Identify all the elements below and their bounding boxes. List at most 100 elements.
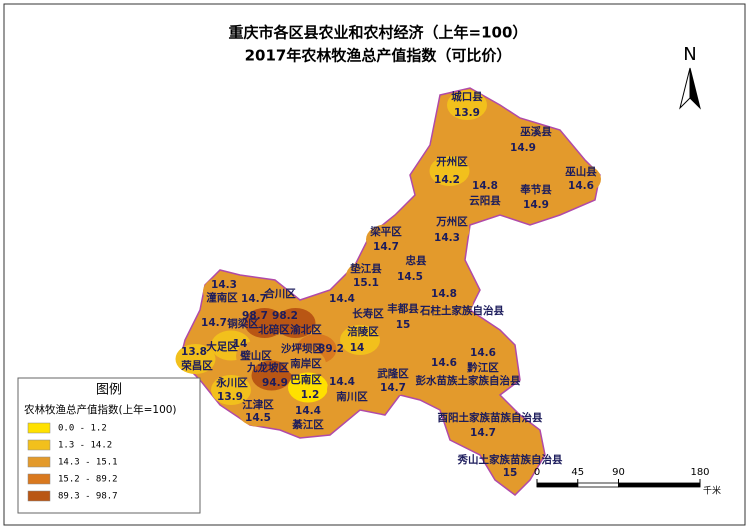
district-name: 云阳县 xyxy=(469,195,501,207)
legend-label: 14.3 - 15.1 xyxy=(58,458,118,468)
district-name: 丰都县 xyxy=(387,302,419,315)
district-value: 15 xyxy=(503,467,518,479)
district-name: 永川区 xyxy=(215,376,248,389)
district-area xyxy=(275,308,316,338)
district-value: 14.4 xyxy=(329,293,355,305)
district-value: 14.8 xyxy=(472,180,498,192)
district-area xyxy=(288,403,328,433)
scale-segment xyxy=(577,482,619,488)
district-name: 璧山区 xyxy=(240,349,272,362)
arrow-right xyxy=(689,67,701,110)
district-name: 江津区 xyxy=(242,398,274,411)
district-area xyxy=(175,344,216,374)
legend-label: 89.3 - 98.7 xyxy=(58,492,118,502)
district-area xyxy=(373,366,413,396)
district-value: 15.1 xyxy=(353,277,379,289)
district-value: 98.7 xyxy=(242,310,268,322)
district-value: 14 xyxy=(350,342,365,354)
district-area xyxy=(211,375,251,405)
scale-bar: 0 45 90 180 千米 xyxy=(534,467,721,497)
legend-swatch xyxy=(27,422,51,434)
district-area xyxy=(383,302,423,332)
district-value: 14.7 xyxy=(241,293,267,305)
district-value: 98.2 xyxy=(272,310,298,322)
district-value: 14.5 xyxy=(397,271,423,283)
district-value: 13.8 xyxy=(181,346,207,358)
district-value: 14.9 xyxy=(523,199,549,211)
district-value: 14.7 xyxy=(380,382,406,394)
north-arrow: N xyxy=(679,44,701,110)
district-name: 荣昌区 xyxy=(180,359,213,372)
district-value: 14.9 xyxy=(510,142,536,154)
district-name: 垫江县 xyxy=(350,262,382,275)
scale-segment xyxy=(618,482,701,488)
district-name: 黔江区 xyxy=(467,361,499,374)
district-name: 长寿区 xyxy=(352,307,384,320)
district-name: 北碚区 xyxy=(258,323,290,336)
district-name: 大足区 xyxy=(206,340,238,353)
district-area xyxy=(463,345,503,376)
district-area xyxy=(490,451,530,482)
district-area xyxy=(203,276,243,307)
district-area xyxy=(465,178,505,209)
scale-label: 0 xyxy=(534,467,540,478)
legend-label: 1.3 - 14.2 xyxy=(58,441,112,451)
district-area xyxy=(393,254,433,284)
district-value: 89.2 xyxy=(318,343,344,355)
district-area xyxy=(429,215,470,245)
district-value: 14.6 xyxy=(470,347,496,359)
legend-subtitle: 农林牧渔总产值指数(上年=100) xyxy=(24,403,177,416)
district-area xyxy=(447,90,487,120)
district-value: 14.6 xyxy=(431,357,457,369)
district-name: 巫山县 xyxy=(565,165,597,178)
district-area xyxy=(429,156,470,186)
district-area xyxy=(286,349,326,379)
district-value: 14.4 xyxy=(329,376,355,388)
district-area xyxy=(433,287,473,318)
district-name: 綦江区 xyxy=(291,418,324,431)
district-value: 1.2 xyxy=(301,389,320,401)
scale-segment xyxy=(536,482,579,488)
district-area xyxy=(208,308,249,339)
district-value: 14.7 xyxy=(201,317,227,329)
district-value: 14.4 xyxy=(295,405,321,417)
district-value: 14.7 xyxy=(373,241,399,253)
legend-label: 15.2 - 89.2 xyxy=(58,475,118,485)
map-subtitle: 2017年农林牧渔总产值指数（可比价） xyxy=(245,47,512,65)
district-area xyxy=(238,396,278,427)
district-name: 南岸区 xyxy=(290,357,322,370)
district-area xyxy=(247,281,287,312)
district-name: 彭水苗族土家族自治县 xyxy=(416,374,521,387)
legend-label: 0.0 - 1.2 xyxy=(58,424,107,434)
district-area xyxy=(327,374,367,405)
district-name: 合川区 xyxy=(263,287,296,300)
district-area xyxy=(346,261,386,291)
district-area xyxy=(288,372,328,403)
district-value: 14.3 xyxy=(211,279,237,291)
district-value: 14.7 xyxy=(470,427,496,439)
district-area xyxy=(516,182,556,213)
district-area xyxy=(561,164,601,194)
district-area xyxy=(509,125,550,155)
legend-swatch xyxy=(27,473,51,485)
north-label: N xyxy=(683,44,696,65)
scale-unit: 千米 xyxy=(703,485,721,497)
legend-title: 图例 xyxy=(96,383,122,398)
district-value: 14.5 xyxy=(245,412,271,424)
district-value: 94.9 xyxy=(262,377,288,389)
district-name: 涪陵区 xyxy=(347,325,379,338)
map-title: 重庆市各区县农业和农村经济（上年=100） xyxy=(229,24,528,42)
district-name: 万州区 xyxy=(435,216,468,228)
legend-swatch xyxy=(27,456,51,468)
arrow-left xyxy=(679,67,691,110)
district-name: 石柱土家族自治县 xyxy=(419,304,504,317)
legend-swatch xyxy=(27,439,51,451)
district-area xyxy=(251,360,292,391)
district-layer xyxy=(175,90,601,482)
district-name: 开州区 xyxy=(436,156,468,168)
district-name: 城口县 xyxy=(451,90,483,103)
district-value: 14.3 xyxy=(434,232,460,244)
district-value: 14.8 xyxy=(431,288,457,300)
district-name: 渝北区 xyxy=(290,323,322,336)
